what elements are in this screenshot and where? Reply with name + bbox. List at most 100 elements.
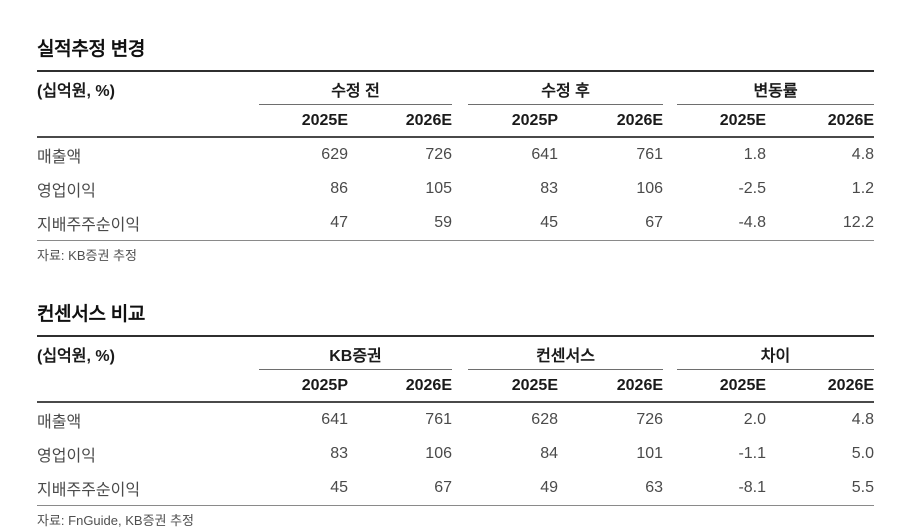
year-header: 2025P: [259, 369, 348, 403]
table-row-revenue: 매출액 641 761 628 726 2.0 4.8: [37, 402, 874, 437]
year-header: 2026E: [766, 104, 875, 138]
year-header: 2026E: [348, 369, 452, 403]
year-header-row: 2025E 2026E 2025P 2026E 2025E 2026E: [37, 104, 875, 138]
year-header: 2026E: [766, 369, 875, 403]
cell-value: 726: [425, 146, 453, 163]
spacer-cell: [663, 402, 677, 437]
cell-value: -4.8: [677, 206, 767, 241]
cell-value: 45: [259, 471, 348, 506]
table-row-operating-profit: 영업이익 86 105 83 106 -2.5 1.2: [37, 172, 874, 206]
group-header-difference: 차이: [677, 335, 875, 370]
year-header: 2026E: [558, 369, 664, 403]
group-header-after: 수정 후: [468, 70, 664, 105]
earnings-revision-table: (십억원, %) 수정 전 수정 후 변동률 2025E 2026E 2025P…: [37, 70, 875, 241]
cell-value: 63: [558, 471, 664, 506]
cell-value: 105: [425, 180, 453, 197]
cell-value: 106: [425, 445, 452, 462]
table-row-net-profit: 지배주주순이익 45 67 49 63 -8.1 5.5: [37, 471, 875, 506]
cell-value: 67: [348, 471, 452, 506]
cell-value: 67: [558, 206, 664, 241]
consensus-comparison-section: 컨센서스 비교 (십억원, %) KB증권 컨센서스 차이 2025P: [37, 303, 875, 529]
cell-value: 5.5: [766, 471, 875, 506]
earnings-revision-section: 실적추정 변경 (십억원, %) 수정 전 수정 후 변동률 2025E: [37, 38, 875, 264]
spacer-cell: [452, 206, 469, 241]
spacer-cell: [663, 104, 678, 138]
cell-value: 1.8: [743, 146, 767, 163]
cell-value: 629: [321, 146, 348, 163]
group-header-row: (십억원, %) KB증권 컨센서스 차이: [37, 335, 875, 370]
cell-value: 628: [531, 411, 558, 428]
year-header-row: 2025P 2026E 2025E 2026E 2025E 2026E: [37, 369, 875, 403]
cell-value: 45: [468, 206, 559, 241]
row-label: 영업이익: [37, 183, 96, 200]
table-row-net-profit: 지배주주순이익 47 59 45 67 -4.8 12.2: [37, 206, 875, 241]
spacer-cell: [663, 471, 678, 506]
group-header-consensus: 컨센서스: [468, 335, 664, 370]
cell-value: 1.2: [851, 180, 875, 197]
spacer-cell: [452, 172, 468, 206]
year-header: 2025P: [468, 104, 559, 138]
cell-value: 83: [540, 180, 559, 197]
cell-value: 761: [636, 146, 664, 163]
row-label: 지배주주순이익: [37, 206, 259, 241]
spacer-cell: [452, 471, 468, 506]
cell-value: 4.8: [851, 411, 875, 428]
row-label: 영업이익: [37, 448, 96, 465]
cell-value: 761: [425, 411, 452, 428]
empty-cell: [37, 369, 259, 403]
spacer-cell: [452, 104, 469, 138]
cell-value: 47: [259, 206, 348, 241]
empty-cell: [37, 104, 259, 138]
table-title: 컨센서스 비교: [37, 304, 146, 325]
cell-value: -1.1: [738, 445, 767, 462]
group-spacer: [663, 70, 678, 105]
cell-value: 5.0: [851, 445, 875, 462]
cell-value: -8.1: [677, 471, 767, 506]
cell-value: 2.0: [743, 411, 767, 428]
group-spacer: [452, 70, 469, 105]
cell-value: 49: [468, 471, 558, 506]
table-title: 실적추정 변경: [37, 39, 146, 60]
source-note: 자료: FnGuide, KB증권 추정: [37, 513, 195, 528]
year-header: 2025E: [677, 104, 767, 138]
spacer-cell: [663, 172, 677, 206]
cell-value: 4.8: [851, 146, 875, 163]
cell-value: 84: [540, 445, 558, 462]
year-header: 2026E: [558, 104, 664, 138]
cell-value: 106: [636, 180, 664, 197]
spacer-cell: [452, 369, 468, 403]
table-row-operating-profit: 영업이익 83 106 84 101 -1.1 5.0: [37, 437, 874, 471]
spacer-cell: [452, 437, 468, 471]
year-header: 2025E: [259, 104, 348, 138]
group-header-change: 변동률: [677, 70, 875, 105]
row-label: 매출액: [37, 149, 82, 166]
table-row-revenue: 매출액 629 726 641 761 1.8 4.8: [37, 137, 874, 172]
cell-value: 83: [330, 445, 348, 462]
cell-value: 12.2: [766, 206, 875, 241]
source-note: 자료: KB증권 추정: [37, 248, 137, 263]
cell-value: 726: [636, 411, 664, 428]
spacer-cell: [663, 206, 678, 241]
spacer-cell: [663, 369, 678, 403]
unit-label: (십억원, %): [37, 335, 259, 370]
row-label: 지배주주순이익: [37, 471, 259, 506]
spacer-cell: [452, 402, 468, 437]
cell-value: -2.5: [738, 180, 767, 197]
spacer-cell: [663, 437, 677, 471]
year-header: 2026E: [348, 104, 453, 138]
year-header: 2025E: [468, 369, 558, 403]
unit-label: (십억원, %): [37, 70, 259, 105]
group-spacer: [663, 335, 678, 370]
cell-value: 641: [321, 411, 348, 428]
row-label: 매출액: [37, 414, 82, 431]
spacer-cell: [452, 137, 468, 172]
cell-value: 59: [348, 206, 453, 241]
group-header-row: (십억원, %) 수정 전 수정 후 변동률: [37, 70, 875, 105]
year-header: 2025E: [677, 369, 767, 403]
group-header-before: 수정 전: [259, 70, 453, 105]
cell-value: 101: [636, 445, 664, 462]
spacer-cell: [663, 137, 677, 172]
cell-value: 86: [330, 180, 348, 197]
group-spacer: [452, 335, 468, 370]
